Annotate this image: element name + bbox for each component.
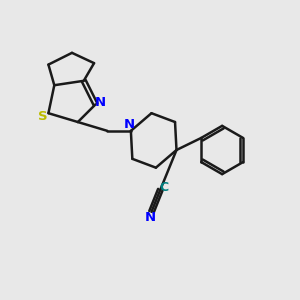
Text: N: N (144, 211, 156, 224)
Text: S: S (38, 110, 48, 123)
Text: N: N (94, 96, 106, 110)
Text: N: N (124, 118, 135, 131)
Text: C: C (159, 181, 168, 194)
